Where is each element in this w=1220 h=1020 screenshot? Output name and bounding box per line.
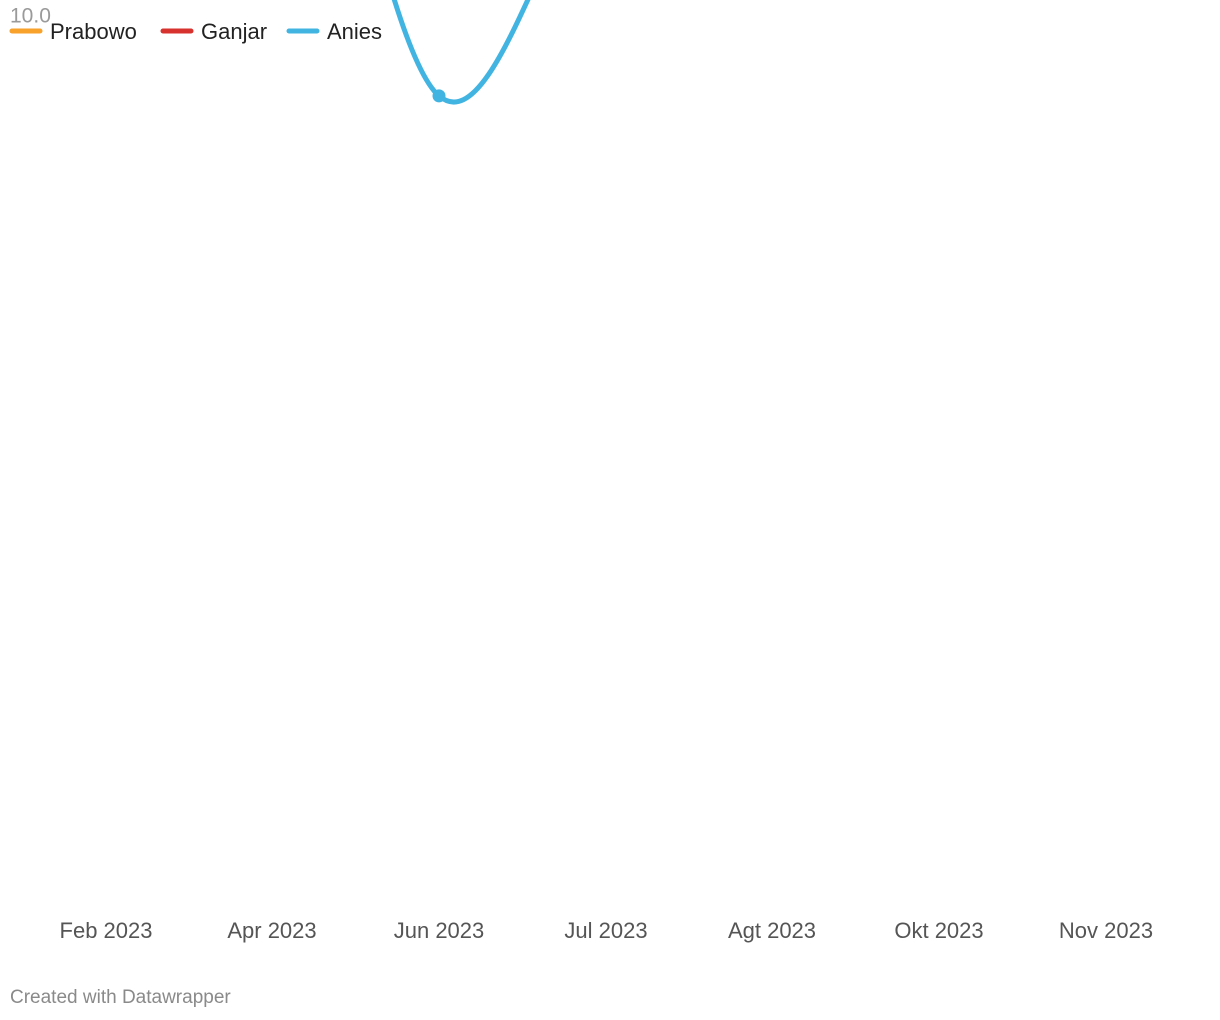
x-tick-label: Feb 2023 [60,918,153,943]
series-lines [391,0,531,105]
legend-label-prabowo: Prabowo [50,19,137,44]
x-tick-label: Apr 2023 [227,918,316,943]
footer-credit: Created with Datawrapper [10,987,231,1008]
legend-label-anies: Anies [327,19,382,44]
legend: Prabowo Ganjar Anies [9,19,382,44]
y-axis: 45.0%40.035.030.025.020.015.010.0 [10,5,51,28]
x-tick-label: Jul 2023 [564,918,647,943]
data-points [432,89,446,103]
data-point-anies [432,89,446,103]
x-tick-label: Nov 2023 [1059,918,1153,943]
x-tick-label: Agt 2023 [728,918,816,943]
series-line-anies [391,0,531,105]
x-tick-label: Jun 2023 [394,918,485,943]
x-tick-label: Okt 2023 [894,918,983,943]
legend-label-ganjar: Ganjar [201,19,267,44]
x-axis: Feb 2023 Apr 2023 Jun 2023 Jul 2023 Agt 2023… [60,918,1154,943]
y-tick-label: 10.0 [10,5,51,28]
